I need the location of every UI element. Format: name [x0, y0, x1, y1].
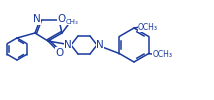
- Text: O: O: [58, 14, 66, 24]
- Text: OCH₃: OCH₃: [138, 22, 158, 32]
- Text: OCH₃: OCH₃: [153, 50, 173, 59]
- Text: O: O: [56, 48, 64, 58]
- Text: CH₃: CH₃: [66, 19, 78, 25]
- Text: N: N: [33, 14, 41, 24]
- Text: N: N: [96, 40, 104, 50]
- Text: N: N: [64, 40, 72, 50]
